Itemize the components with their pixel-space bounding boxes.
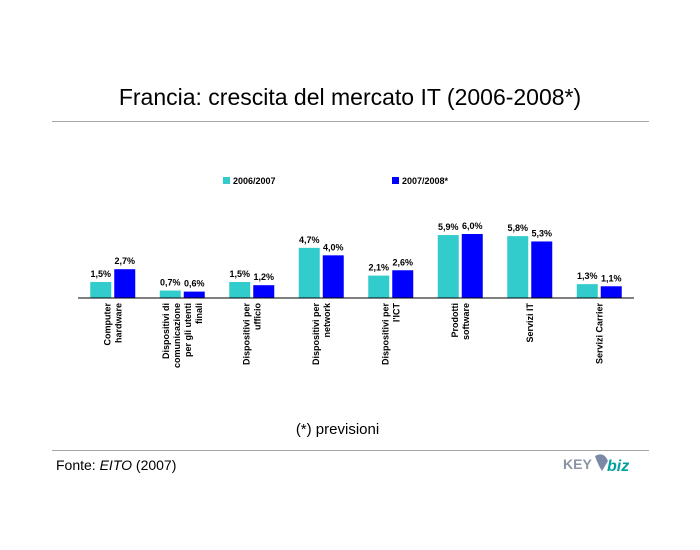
legend-swatch-1 [223,177,230,184]
bar-1-2 [159,290,181,298]
data-label-2-8: 1,1% [601,273,622,283]
x-tick-label-8: Servizi Carrier [594,303,604,365]
data-label-1-5: 2,1% [368,263,389,273]
bar-2-1 [114,269,136,298]
x-tick-label-3: Dispositivi perufficio [241,303,262,366]
bar-1-6 [437,235,459,298]
logo-text-right: biz [607,458,629,475]
legend-label-2: 2007/2008* [402,176,449,186]
bar-2-8 [600,286,622,298]
data-label-2-3: 1,2% [253,272,274,282]
x-tick-label-6: Prodottisoftware [450,303,471,340]
keybiz-logo: KEY biz [563,454,629,475]
data-label-1-2: 0,7% [160,278,181,288]
data-label-2-1: 2,7% [114,256,135,266]
data-label-2-6: 6,0% [462,221,483,231]
x-tick-label-7: Servizi IT [525,302,535,342]
data-label-2-4: 4,0% [323,242,344,252]
x-tick-label-4: Dispositivi pernetwork [311,302,332,365]
bar-2-2 [183,291,205,298]
bar-1-4 [298,247,320,298]
data-label-1-4: 4,7% [299,235,320,245]
bar-1-3 [229,282,251,298]
data-label-2-2: 0,6% [184,279,205,289]
bar-2-6 [461,234,483,298]
bar-1-8 [576,284,598,298]
source-name: EITO [99,457,133,473]
data-label-1-8: 1,3% [577,271,598,281]
data-label-1-7: 5,8% [507,223,528,233]
bar-1-7 [507,236,529,298]
logo-swoosh [595,454,608,471]
footnote: (*) previsioni [295,421,380,438]
data-label-1-1: 1,5% [90,269,111,279]
x-tick-label-2: Dispositivi dicomunicazioneper gli utent… [161,303,204,368]
data-label-2-5: 2,6% [392,257,413,267]
x-tick-label-5: Dispositivi perl'ICT [380,303,401,366]
bar-2-3 [253,285,275,298]
data-label-1-6: 5,9% [438,222,459,232]
data-label-2-7: 5,3% [531,228,552,238]
bar-2-7 [531,241,553,298]
source-note: Fonte: EITO (2007) [56,457,176,473]
bar-1-1 [90,282,112,298]
bar-1-5 [368,275,390,298]
footer-divider [52,450,649,451]
source-prefix: Fonte: [56,457,100,473]
bar-chart: 2006/2007 2007/2008*1,5%2,7%Computerhardw… [78,176,634,368]
chart-title: Francia: crescita del mercato IT (2006-2… [118,84,582,110]
bar-2-4 [322,255,344,298]
legend-label-1: 2006/2007 [233,176,276,186]
logo-text-left: KEY [563,456,592,472]
data-label-1-3: 1,5% [229,269,250,279]
legend-swatch-2 [392,177,399,184]
x-tick-label-1: Computerhardware [102,303,123,346]
source-suffix: (2007) [132,457,177,473]
title-divider [52,121,649,122]
bar-2-5 [392,270,414,298]
